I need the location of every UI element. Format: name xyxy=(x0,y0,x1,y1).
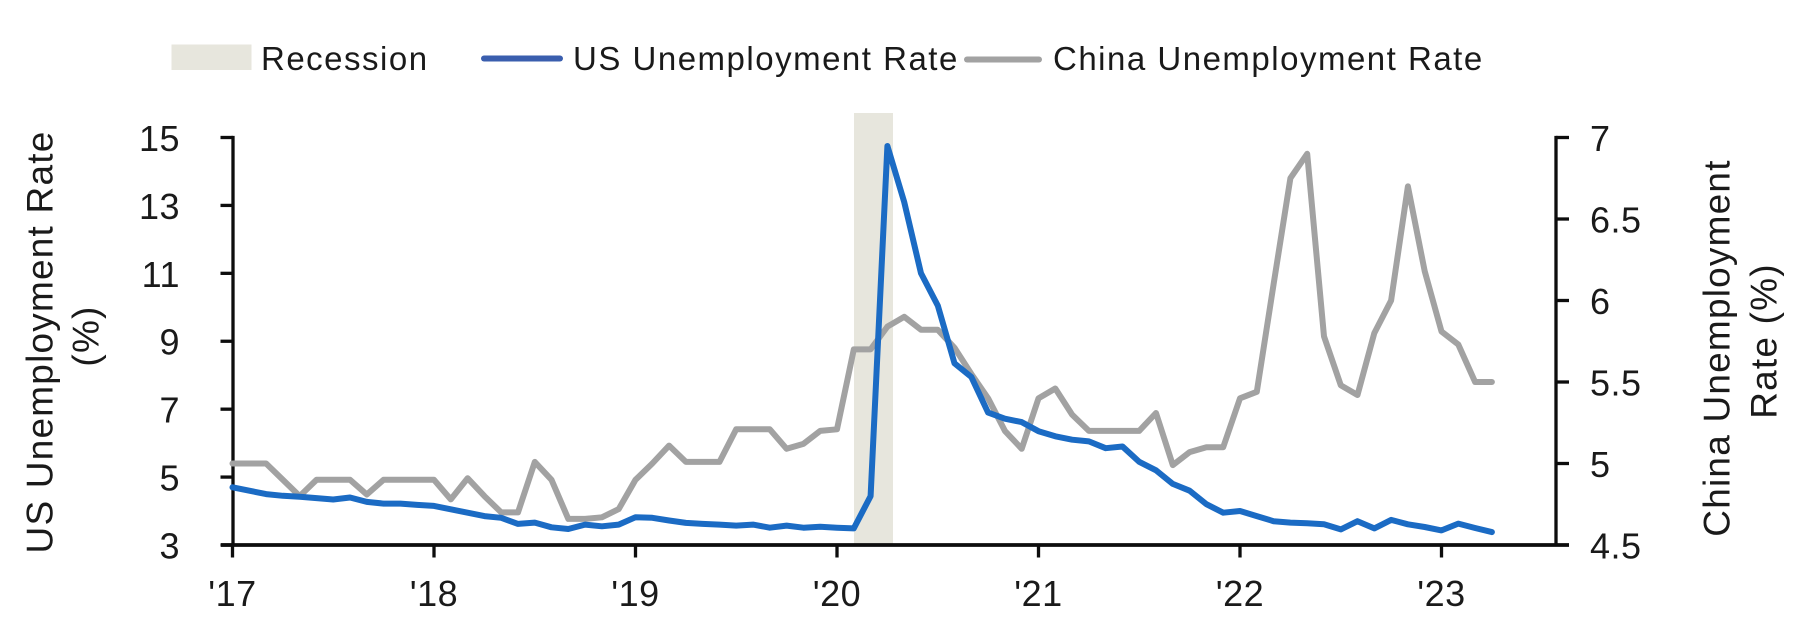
svg-text:China Unemployment: China Unemployment xyxy=(1697,159,1738,536)
svg-text:3: 3 xyxy=(159,526,180,567)
svg-text:6: 6 xyxy=(1590,281,1611,322)
svg-text:'22: '22 xyxy=(1216,573,1264,614)
svg-text:9: 9 xyxy=(159,322,180,363)
svg-text:11: 11 xyxy=(142,254,180,295)
svg-text:Rate (%): Rate (%) xyxy=(1744,263,1785,419)
svg-text:(%): (%) xyxy=(66,305,107,366)
svg-text:US Unemployment Rate: US Unemployment Rate xyxy=(573,40,959,77)
svg-text:7: 7 xyxy=(1590,118,1611,159)
svg-text:6.5: 6.5 xyxy=(1590,200,1642,241)
svg-text:'21: '21 xyxy=(1014,573,1062,614)
svg-text:Recession: Recession xyxy=(261,40,429,77)
svg-text:4.5: 4.5 xyxy=(1590,526,1642,567)
svg-text:'23: '23 xyxy=(1417,573,1465,614)
svg-text:5: 5 xyxy=(159,458,180,499)
svg-text:China Unemployment Rate: China Unemployment Rate xyxy=(1053,40,1484,77)
svg-text:13: 13 xyxy=(139,186,180,227)
svg-text:5.5: 5.5 xyxy=(1590,363,1642,404)
svg-text:'18: '18 xyxy=(410,573,458,614)
svg-text:'19: '19 xyxy=(611,573,659,614)
svg-text:'20: '20 xyxy=(813,573,861,614)
svg-text:5: 5 xyxy=(1590,444,1611,485)
svg-text:'17: '17 xyxy=(208,573,256,614)
svg-text:15: 15 xyxy=(139,118,180,159)
svg-text:US Unemployment Rate: US Unemployment Rate xyxy=(20,131,61,554)
svg-text:7: 7 xyxy=(159,390,180,431)
